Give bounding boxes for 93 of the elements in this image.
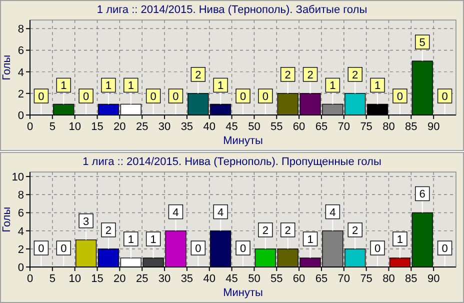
x-tick-label: 75 xyxy=(360,273,372,285)
x-tick-label: 15 xyxy=(91,273,104,285)
data-label: 2 xyxy=(307,69,314,82)
y-axis-title: Голы xyxy=(1,206,13,232)
x-tick-label: 45 xyxy=(226,121,238,133)
data-label: 0 xyxy=(374,243,381,255)
data-label: 4 xyxy=(172,206,179,219)
y-tick-label: 6 xyxy=(18,208,24,220)
x-tick-label: 45 xyxy=(226,273,238,285)
data-label: 0 xyxy=(82,91,90,103)
x-tick-label: 90 xyxy=(427,273,440,285)
x-tick-label: 20 xyxy=(114,273,126,285)
data-label: 3 xyxy=(82,216,90,228)
data-label: 2 xyxy=(352,224,358,237)
data-label: 4 xyxy=(330,206,336,219)
data-label: 1 xyxy=(218,80,224,92)
x-tick-label: 55 xyxy=(270,121,283,133)
data-label: 0 xyxy=(38,91,44,103)
x-tick-label: 70 xyxy=(338,273,350,285)
data-label: 4 xyxy=(218,206,224,219)
x-tick-label: 50 xyxy=(248,121,260,133)
y-tick-label: 6 xyxy=(18,45,24,58)
data-label: 1 xyxy=(330,80,336,92)
x-tick-label: 15 xyxy=(91,121,104,133)
data-label: 1 xyxy=(105,80,112,92)
data-label: 1 xyxy=(396,234,404,246)
y-tick-label: 0 xyxy=(18,262,24,274)
data-label: 0 xyxy=(240,243,246,255)
data-label: 0 xyxy=(396,91,404,103)
x-tick-label: 0 xyxy=(26,121,34,133)
data-label: 1 xyxy=(128,234,134,246)
x-tick-label: 35 xyxy=(180,121,194,133)
x-axis-title: Минуты xyxy=(223,287,264,299)
x-tick-label: 85 xyxy=(405,121,418,133)
x-tick-label: 65 xyxy=(315,121,328,133)
y-axis-title: Голы xyxy=(1,54,13,80)
x-tick-label: 10 xyxy=(68,273,81,285)
x-tick-label: 60 xyxy=(292,121,306,133)
x-tick-label: 80 xyxy=(382,273,395,285)
x-tick-label: 70 xyxy=(338,121,350,133)
x-tick-label: 90 xyxy=(427,121,440,133)
data-label: 1 xyxy=(60,80,67,92)
y-tick-label: 10 xyxy=(12,172,24,184)
x-tick-label: 0 xyxy=(26,273,34,285)
x-tick-label: 60 xyxy=(292,273,306,285)
x-tick-label: 85 xyxy=(405,273,418,285)
y-tick-label: 4 xyxy=(18,66,24,79)
data-label: 2 xyxy=(195,69,202,82)
y-tick-label: 2 xyxy=(18,244,24,256)
data-label: 0 xyxy=(172,91,179,103)
x-axis-title: Минуты xyxy=(223,135,264,147)
data-label: 0 xyxy=(442,243,448,255)
data-label: 2 xyxy=(352,69,358,82)
data-label: 2 xyxy=(284,69,291,82)
y-tick-label: 8 xyxy=(18,190,24,202)
data-label: 1 xyxy=(128,80,134,92)
chart-title: 1 лига :: 2014/2015. Нива (Тернополь). Забитые голы xyxy=(96,4,368,16)
data-label: 5 xyxy=(419,37,426,50)
x-tick-label: 80 xyxy=(382,121,395,133)
data-label: 0 xyxy=(442,91,448,103)
x-tick-label: 25 xyxy=(136,273,148,285)
data-label: 2 xyxy=(284,224,291,237)
x-tick-label: 40 xyxy=(203,273,216,285)
data-label: 1 xyxy=(307,234,314,246)
x-tick-label: 75 xyxy=(360,121,372,133)
x-tick-label: 65 xyxy=(315,273,328,285)
data-label: 0 xyxy=(262,91,268,103)
x-tick-label: 35 xyxy=(180,273,194,285)
x-tick-label: 5 xyxy=(49,121,56,133)
x-tick-label: 50 xyxy=(248,273,260,285)
x-tick-label: 30 xyxy=(158,273,171,285)
x-tick-label: 25 xyxy=(136,121,148,133)
x-tick-label: 40 xyxy=(203,121,216,133)
data-label: 1 xyxy=(374,80,381,92)
data-label: 0 xyxy=(150,91,156,103)
y-tick-label: 2 xyxy=(18,88,24,100)
data-label: 0 xyxy=(195,243,202,255)
y-tick-label: 0 xyxy=(18,110,24,122)
data-label: 0 xyxy=(240,91,246,103)
data-label: 2 xyxy=(105,224,112,237)
data-label: 0 xyxy=(60,243,67,255)
x-tick-label: 10 xyxy=(68,121,81,133)
y-tick-label: 8 xyxy=(18,24,24,36)
data-label: 2 xyxy=(262,224,268,237)
x-tick-label: 5 xyxy=(49,273,56,285)
data-label: 1 xyxy=(150,234,156,246)
x-tick-label: 30 xyxy=(158,121,171,133)
x-tick-label: 20 xyxy=(114,121,126,133)
data-label: 6 xyxy=(419,188,426,201)
y-tick-label: 4 xyxy=(18,226,24,238)
x-tick-label: 55 xyxy=(270,273,283,285)
data-label: 0 xyxy=(38,243,44,255)
chart-title: 1 лига :: 2014/2015. Нива (Тернополь). Пропущенные голы xyxy=(82,156,382,168)
